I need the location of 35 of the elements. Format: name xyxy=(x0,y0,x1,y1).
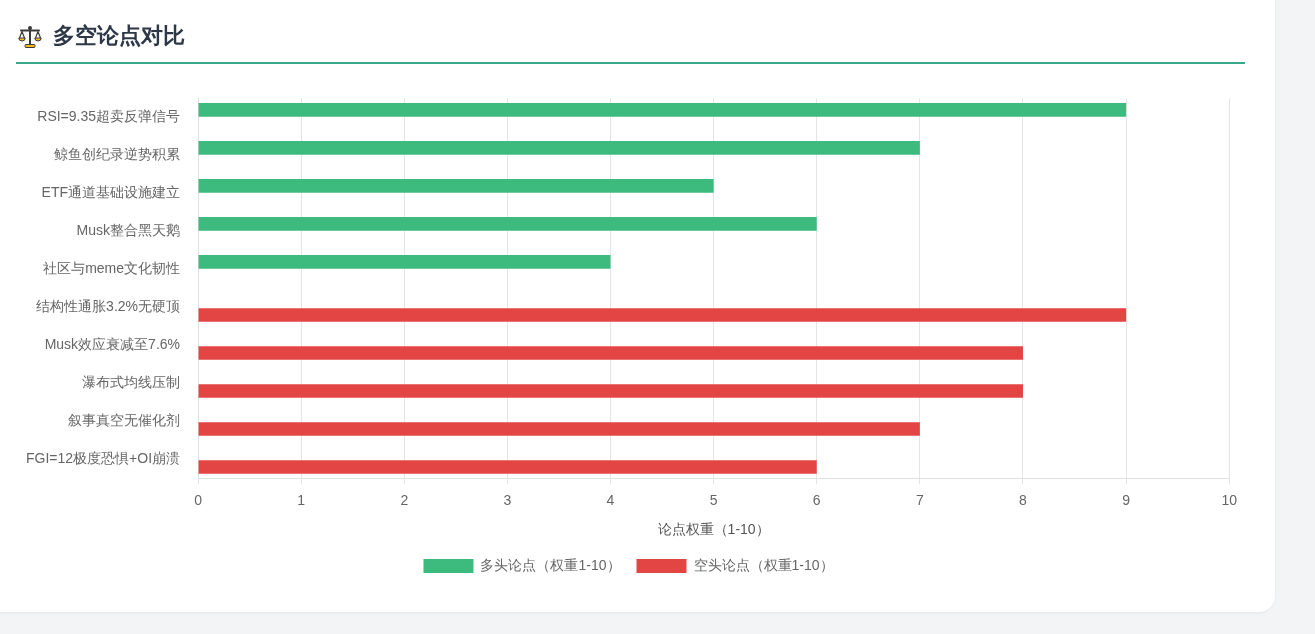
bar xyxy=(198,216,817,231)
bar xyxy=(198,346,1023,360)
y-tick-label: 瀑布式均线压制 xyxy=(82,374,181,391)
bar xyxy=(198,254,611,269)
bar xyxy=(198,422,920,436)
bar xyxy=(198,308,1127,322)
y-tick-label: 社区与meme文化韧性 xyxy=(43,260,181,277)
x-tick-label: 10 xyxy=(1221,491,1238,508)
x-tick-label: 5 xyxy=(709,491,718,508)
chart-title: 多空论点对比 xyxy=(53,22,185,50)
x-tick-label: 6 xyxy=(812,491,821,508)
y-tick-label: 叙事真空无催化剂 xyxy=(68,412,181,429)
bar xyxy=(198,102,1127,117)
bar xyxy=(198,178,714,193)
y-tick-label: Musk整合黑天鹅 xyxy=(76,222,181,239)
x-tick-label: 9 xyxy=(1122,491,1131,508)
y-tick-label: 鲸鱼创纪录逆势积累 xyxy=(54,146,181,163)
x-tick-label: 7 xyxy=(915,491,924,508)
x-tick-label: 1 xyxy=(297,491,306,508)
y-tick-label: FGI=12极度恐惧+OI崩溃 xyxy=(25,450,181,467)
y-tick-label: ETF通道基础设施建立 xyxy=(41,184,181,201)
x-tick-label: 3 xyxy=(503,491,512,508)
legend-label: 多头论点（权重1-10） xyxy=(480,556,621,573)
x-tick-label: 0 xyxy=(194,491,203,508)
y-tick-label: RSI=9.35超卖反弹信号 xyxy=(37,108,181,125)
bar xyxy=(198,460,817,474)
bar xyxy=(198,140,920,155)
bar xyxy=(198,384,1023,398)
y-tick-label: Musk效应衰减至7.6% xyxy=(44,336,181,353)
y-tick-label: 结构性通胀3.2%无硬顶 xyxy=(36,298,181,315)
x-tick-label: 4 xyxy=(606,491,615,508)
x-axis-title: 论点权重（1-10） xyxy=(657,521,770,538)
legend-label: 空头论点（权重1-10） xyxy=(693,556,834,573)
x-tick-label: 8 xyxy=(1019,491,1028,508)
x-tick-label: 2 xyxy=(400,491,409,508)
